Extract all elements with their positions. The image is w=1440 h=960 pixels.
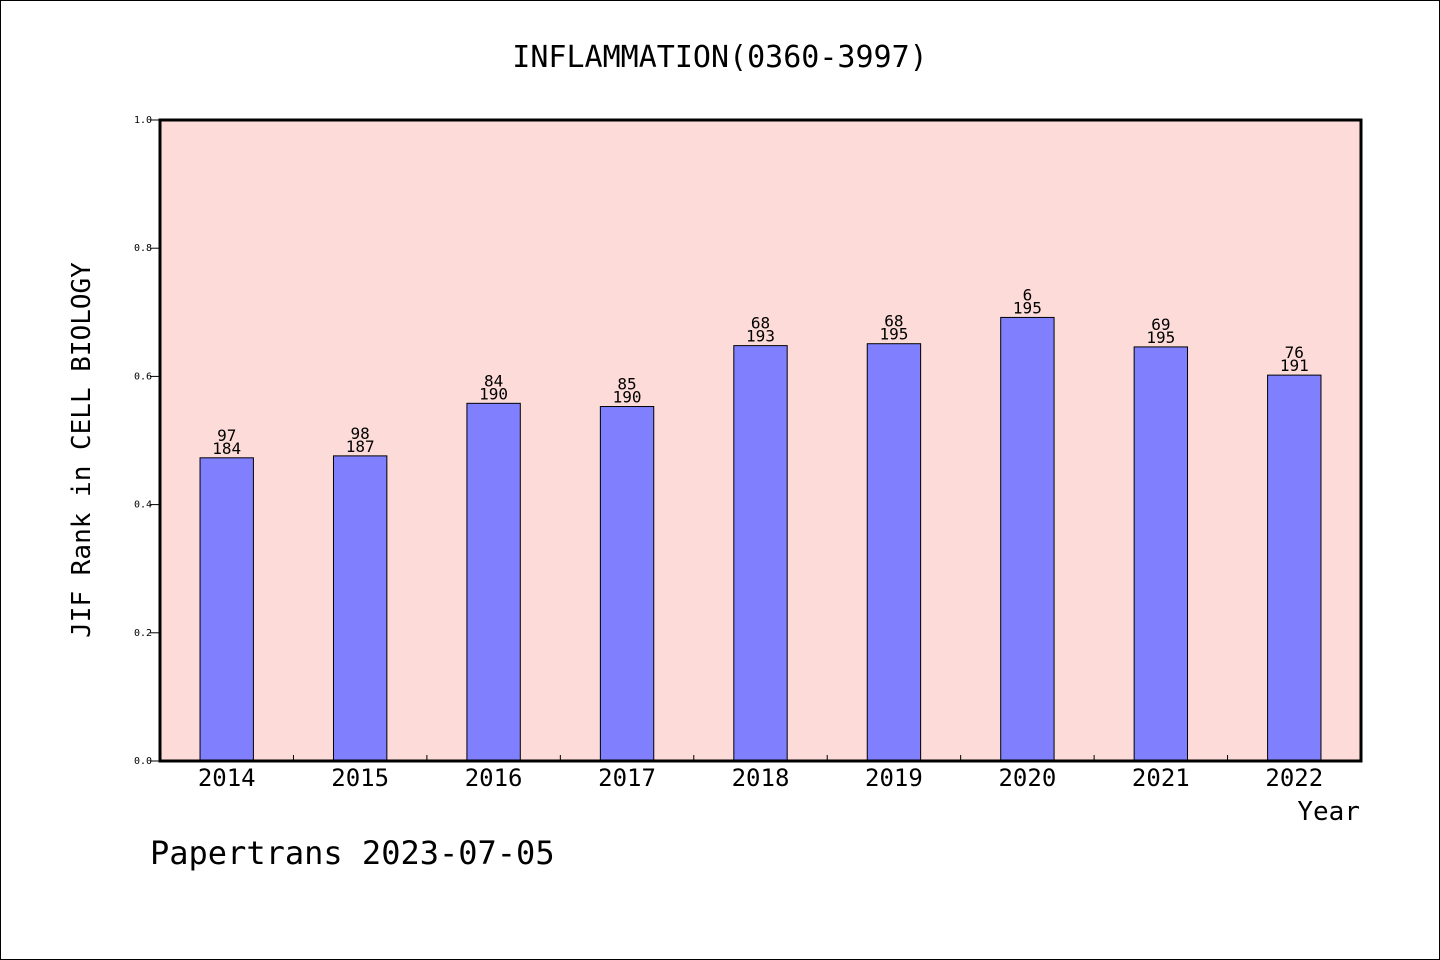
- bar-2019: [866, 343, 922, 762]
- bar-rank-label: 68: [751, 314, 770, 333]
- x-tick-label: 2017: [598, 764, 656, 792]
- bar-2016: [466, 402, 521, 762]
- bar-2014: [199, 457, 254, 762]
- x-tick-label: 2021: [1132, 764, 1190, 792]
- x-axis-label: Year: [1297, 797, 1360, 827]
- bar-total-label: 195: [1146, 328, 1175, 347]
- bar-rank-label: 68: [884, 312, 903, 331]
- plot-border: [158, 118, 1363, 763]
- x-tick-label: 2015: [331, 764, 389, 792]
- bar-total-label: 195: [1013, 298, 1042, 317]
- bar-rank-label: 97: [217, 426, 236, 445]
- bar-2015: [332, 455, 388, 762]
- y-axis-label: JIF Rank in CELL BIOLOGY: [67, 262, 97, 638]
- bar-total-label: 195: [879, 325, 908, 344]
- x-tick-label: 2014: [198, 764, 256, 792]
- y-tick-label: 0.0: [134, 756, 152, 767]
- bar-rank-label: 84: [484, 371, 503, 390]
- bar-2017: [599, 406, 655, 762]
- bar-rank-label: 85: [617, 375, 636, 394]
- bar-rank-label: 6: [1023, 285, 1033, 304]
- bar-total-label: 190: [613, 388, 642, 407]
- footer-text: Papertrans 2023-07-05: [150, 834, 555, 872]
- bar-rank-label: 98: [351, 424, 370, 443]
- x-tick-label: 2019: [865, 764, 923, 792]
- bar-2018: [733, 345, 788, 762]
- bar-total-label: 187: [346, 437, 375, 456]
- bar-rank-label: 76: [1285, 343, 1304, 362]
- x-tick-label: 2022: [1265, 764, 1323, 792]
- y-tick-label: 0.4: [134, 500, 152, 511]
- y-tick-label: 1.0: [134, 115, 152, 126]
- bar-total-label: 184: [212, 439, 241, 458]
- x-tick-label: 2018: [732, 764, 790, 792]
- y-tick-label: 0.6: [134, 371, 152, 382]
- bar-2020: [1000, 316, 1055, 762]
- y-tick-label: 0.8: [134, 243, 152, 254]
- chart-title: INFLAMMATION(0360-3997): [512, 40, 927, 75]
- x-tick-label: 2016: [465, 764, 523, 792]
- x-tick-label: 2020: [998, 764, 1056, 792]
- y-tick-label: 0.2: [134, 628, 152, 639]
- bar-total-label: 190: [479, 384, 508, 403]
- bar-total-label: 193: [746, 327, 775, 346]
- bar-2021: [1133, 346, 1189, 762]
- bar-rank-label: 69: [1151, 315, 1170, 334]
- bar-2022: [1267, 374, 1322, 762]
- bar-total-label: 191: [1280, 356, 1309, 375]
